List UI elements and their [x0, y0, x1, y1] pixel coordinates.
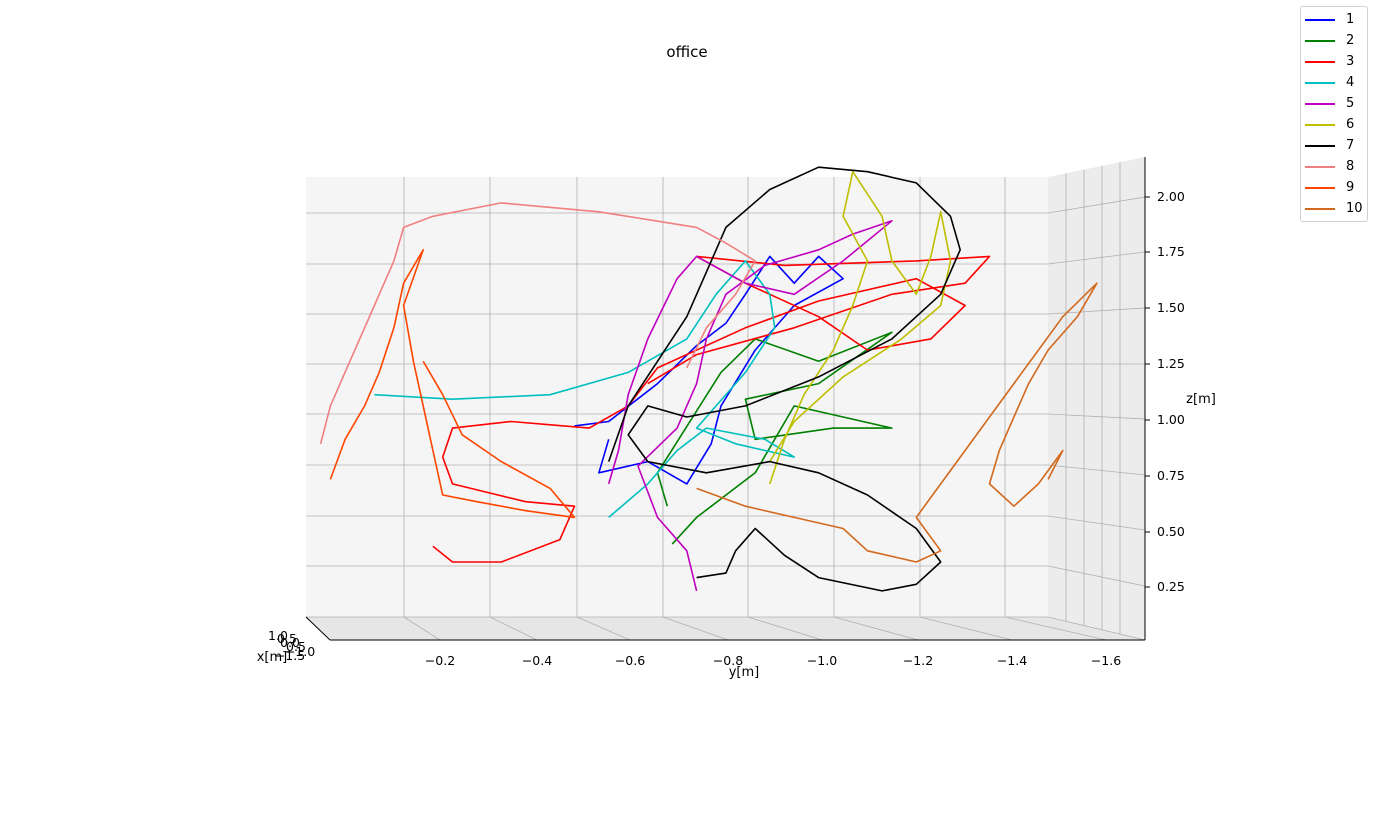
grid-line-floor: [403, 616, 441, 641]
y-axis-label: y[m]: [729, 665, 760, 680]
grid-line-side: [1047, 307, 1146, 315]
legend-swatch: [1305, 123, 1335, 126]
side-pane: [1048, 157, 1145, 640]
legend-entry: 3: [1301, 51, 1367, 72]
series-line-7: [607, 166, 961, 592]
z-tick-label: 2.00: [1157, 189, 1185, 204]
back-pane: [306, 177, 1048, 617]
z-axis-label: z[m]: [1186, 392, 1216, 407]
legend-label: 5: [1346, 96, 1355, 111]
grid-line-floor: [919, 616, 1013, 641]
grid-line-side: [1047, 616, 1146, 641]
floor-pane: [306, 617, 1145, 640]
y-tick-label: −0.6: [615, 653, 645, 668]
legend-label: 2: [1346, 33, 1355, 48]
legend-swatch: [1305, 207, 1335, 210]
grid-line-side: [1047, 413, 1146, 420]
chart-title: office: [666, 43, 707, 61]
y-tick-label: −1.4: [997, 653, 1027, 668]
z-tick-label: 1.50: [1157, 300, 1185, 315]
series-line-6: [769, 170, 952, 485]
z-tick-label: 1.25: [1157, 356, 1185, 371]
series-line-10: [696, 282, 1098, 563]
grid-line-floor: [833, 616, 919, 641]
legend-swatch: [1305, 60, 1335, 63]
legend-entry: 2: [1301, 30, 1367, 51]
x-tick-label: 1.0: [268, 628, 288, 643]
legend-entry: 9: [1301, 177, 1367, 198]
legend-label: 6: [1346, 117, 1355, 132]
axes: [305, 157, 1146, 641]
grid-line-floor: [489, 616, 538, 641]
grid-line-side: [1047, 196, 1146, 214]
series-line-4: [374, 260, 795, 519]
x-axis-line: [305, 616, 331, 641]
x-tick-label: 0.5: [277, 631, 297, 646]
grid-line-floor: [662, 616, 729, 641]
grid-line-floor: [747, 616, 823, 641]
z-tick-label: 1.75: [1157, 244, 1185, 259]
legend: 1 2 3 4 5 6 7 8 9 10: [1300, 6, 1368, 222]
x-tick-label: −1.0: [285, 644, 315, 659]
grid-line-side: [1047, 464, 1146, 476]
legend-label: 7: [1346, 138, 1355, 153]
grid-line-floor: [1004, 616, 1107, 641]
legend-swatch: [1305, 186, 1335, 189]
legend-label: 8: [1346, 159, 1355, 174]
grid-line-side: [1047, 515, 1146, 531]
z-tick-label: 0.50: [1157, 524, 1185, 539]
legend-label: 9: [1346, 180, 1355, 195]
y-tick-label: −1.6: [1091, 653, 1121, 668]
legend-swatch: [1305, 81, 1335, 84]
grid: [306, 162, 1146, 641]
legend-swatch: [1305, 18, 1335, 21]
series-line-1: [574, 255, 844, 485]
y-tick-label: −0.4: [522, 653, 552, 668]
legend-entry: 6: [1301, 114, 1367, 135]
series-line-8: [319, 202, 756, 445]
y-tick-label: −0.2: [425, 653, 455, 668]
legend-swatch: [1305, 165, 1335, 168]
legend-swatch: [1305, 39, 1335, 42]
legend-label: 10: [1346, 201, 1363, 216]
legend-entry: 8: [1301, 156, 1367, 177]
grid-line-floor: [576, 616, 631, 641]
grid-line-side: [1047, 565, 1146, 587]
legend-swatch: [1305, 144, 1335, 147]
tick-labels: −0.2 −0.4 −0.6 −0.8 −1.0 −1.2 −1.4 −1.60.250.50…: [268, 189, 1185, 668]
x-axis-label: x[m]: [257, 650, 288, 665]
y-tick-label: −1.2: [903, 653, 933, 668]
legend-label: 3: [1346, 54, 1355, 69]
legend-label: 4: [1346, 75, 1355, 90]
series-layer: [319, 166, 1098, 592]
legend-entry: 10: [1301, 198, 1367, 219]
series-line-9: [329, 249, 576, 519]
legend-entry: 7: [1301, 135, 1367, 156]
legend-entry: 4: [1301, 72, 1367, 93]
legend-entry: 5: [1301, 93, 1367, 114]
y-tick-label: −1.0: [807, 653, 837, 668]
legend-entry: 1: [1301, 9, 1367, 30]
legend-swatch: [1305, 102, 1335, 105]
legend-label: 1: [1346, 12, 1355, 27]
z-tick-label: 1.00: [1157, 412, 1185, 427]
x-tick-label: −1.5: [275, 648, 305, 663]
series-line-3: [432, 255, 991, 563]
x-tick-label: 0.5: [286, 639, 306, 654]
grid-line-side: [1047, 251, 1146, 265]
x-tick-label: 0.0: [280, 635, 300, 650]
z-tick-label: 0.25: [1157, 579, 1185, 594]
z-tick-label: 0.75: [1157, 468, 1185, 483]
y-tick-label: −0.8: [713, 653, 743, 668]
